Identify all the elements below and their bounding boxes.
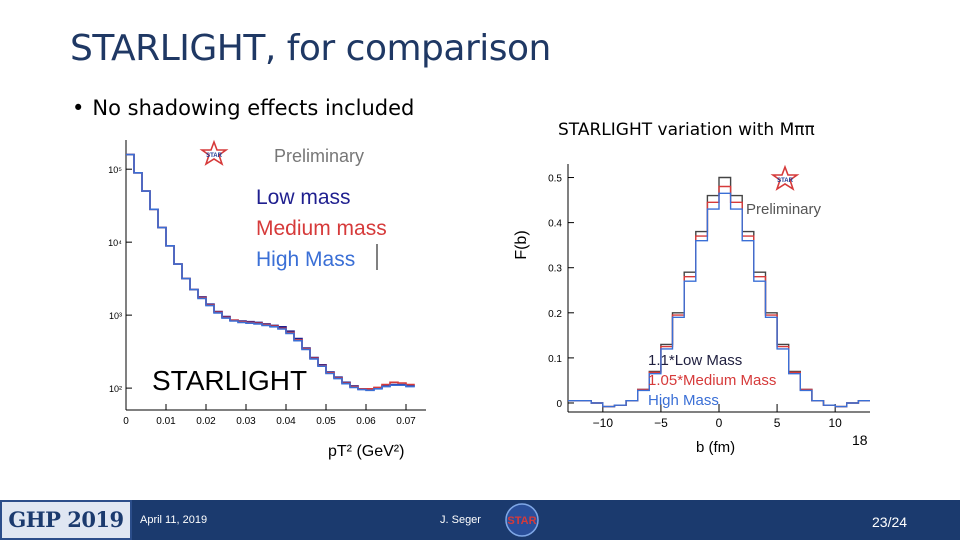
right-series-high-mass [568, 192, 870, 408]
star-logo-left: STAR [199, 139, 229, 166]
right-x-tick-label: −5 [654, 416, 668, 430]
left-legend-low: Low mass [256, 186, 351, 209]
star-logo-text: STAR [206, 153, 223, 159]
right-x-tick-label: 0 [716, 416, 723, 430]
bullet-point: • No shadowing effects included [72, 96, 414, 120]
left-axes [125, 140, 426, 411]
left-xlabel: pT² (GeV²) [328, 443, 404, 460]
left-series-high-mass [126, 153, 415, 392]
right-y-tick-label: 0.4 [548, 219, 562, 230]
right-xlabel: b (fm) [696, 439, 735, 456]
left-x-tick-label: 0 [123, 416, 129, 427]
star-shape-icon [770, 164, 800, 191]
footer-date: April 11, 2019 [140, 514, 208, 526]
footer-star-text: STAR [507, 515, 536, 527]
star-burst-icon [505, 503, 539, 537]
right-ylabel: F(b) [513, 230, 530, 259]
right-y-tick-label: 0 [556, 399, 562, 410]
left-x-tick-label: 0.07 [396, 416, 416, 427]
slide-title: STARLIGHT, for comparison [70, 28, 551, 69]
star-shape-icon [199, 139, 229, 166]
left-x-tick-label: 0.01 [156, 416, 176, 427]
star-logo-text: STAR [777, 178, 794, 184]
right-x-tick-label: −10 [593, 416, 614, 430]
right-fb-plot: F(b) 0 0.1 0.2 0.3 0.4 0.5 −10 −5 0 5 10 STAR Pre… [513, 164, 870, 456]
left-pt2-plot: 10⁵ 10⁴ 10³ 10² 0 0.01 0.02 0.03 0.04 0.05 0.06 0.… [108, 139, 426, 460]
bullet-text: No shadowing effects included [92, 96, 415, 120]
right-x-tick-label: 5 [774, 416, 781, 430]
left-x-tick-label: 0.03 [236, 416, 256, 427]
page-number: 23/24 [872, 514, 908, 530]
left-x-tick-label: 0.05 [316, 416, 336, 427]
right-x-tick-label: 10 [828, 416, 842, 430]
footer-star-logo: STAR [505, 503, 539, 537]
footer-author: J. Seger [440, 514, 481, 526]
left-overlay-label: STARLIGHT [152, 365, 307, 396]
right-plot-caption: STARLIGHT variation with Mππ [558, 120, 815, 140]
right-legend-high: High Mass [648, 392, 719, 409]
left-x-tick-label: 0.06 [356, 416, 376, 427]
left-y-tick-label: 10³ [109, 311, 122, 321]
bullet-icon: • [72, 96, 85, 120]
right-preliminary: Preliminary [746, 201, 822, 218]
left-y-tick-label: 10⁴ [108, 238, 122, 248]
star-logo-right: STAR [770, 164, 800, 191]
right-y-tick-label: 0.2 [548, 309, 562, 320]
right-x-extra-label: 18 [852, 432, 868, 448]
footer-bar [0, 500, 960, 540]
right-legend-medium: 1.05*Medium Mass [648, 372, 776, 389]
left-x-tick-label: 0.02 [196, 416, 216, 427]
conference-logo: GHP 2019 [0, 500, 132, 540]
right-y-tick-label: 0.5 [548, 174, 562, 185]
left-preliminary: Preliminary [274, 146, 364, 166]
left-y-tick-label: 10² [109, 384, 122, 394]
left-x-tick-label: 0.04 [276, 416, 296, 427]
right-y-tick-label: 0.1 [548, 354, 562, 365]
left-y-tick-label: 10⁵ [108, 165, 122, 175]
right-y-tick-label: 0.3 [548, 264, 562, 275]
left-legend-medium: Medium mass [256, 217, 387, 240]
right-legend-low: 1.1*Low Mass [648, 352, 742, 369]
left-legend-high: High Mass [256, 248, 355, 271]
